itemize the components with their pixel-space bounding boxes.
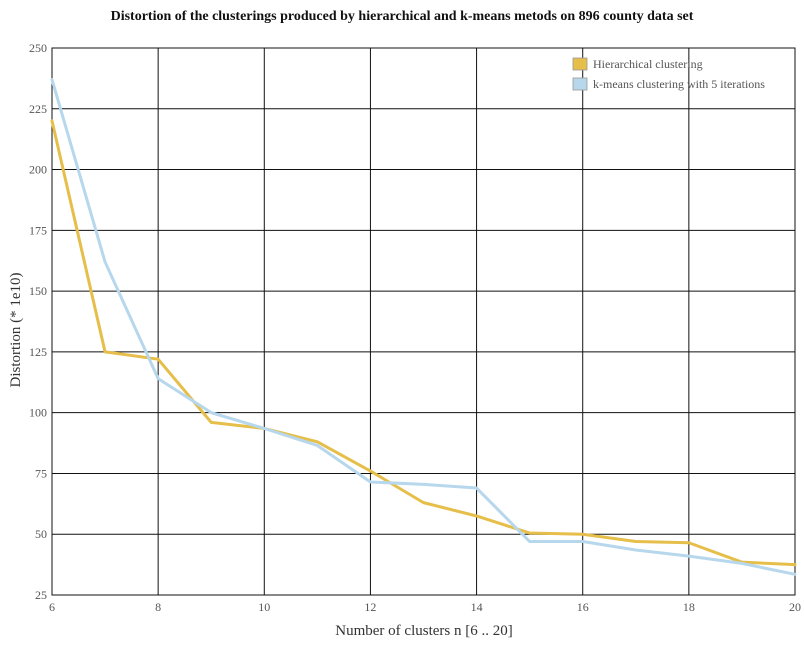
legend-label: k-means clustering with 5 iterations	[593, 77, 765, 91]
x-tick-label: 16	[577, 600, 589, 614]
y-tick-label: 200	[29, 163, 47, 177]
x-tick-label: 18	[683, 600, 695, 614]
tick-labels: 6 8 10 12 14 16 18 20 25 50 75 100 125 150 175 200 225 25…	[29, 41, 801, 614]
legend-swatch	[572, 57, 588, 71]
y-tick-label: 250	[29, 41, 47, 55]
y-axis-label: Distortion (* 1e10)	[8, 273, 24, 388]
x-axis-label: Number of clusters n [6 .. 20]	[335, 623, 512, 639]
grid	[51, 47, 796, 596]
y-tick-label: 175	[29, 223, 47, 237]
x-tick-label: 8	[155, 600, 161, 614]
series-line-1	[50, 119, 797, 567]
y-tick-label: 125	[29, 345, 47, 359]
legend-swatch	[572, 77, 588, 91]
plot-frame	[51, 47, 796, 596]
x-tick-label: 14	[471, 600, 483, 614]
series-layer	[50, 78, 797, 576]
y-tick-label: 150	[29, 284, 47, 298]
x-tick-label: 12	[364, 600, 376, 614]
series-line-2	[50, 78, 797, 576]
x-tick-label: 20	[789, 600, 801, 614]
y-tick-label: 225	[29, 102, 47, 116]
y-tick-label: 100	[29, 406, 47, 420]
y-tick-label: 50	[35, 527, 47, 541]
y-tick-label: 25	[35, 588, 47, 602]
y-tick-label: 75	[35, 466, 47, 480]
legend: Hierarchical clustering k-means clusterin…	[572, 57, 765, 91]
chart-title: Distortion of the clusterings produced b…	[110, 9, 694, 24]
legend-label: Hierarchical clustering	[593, 57, 703, 71]
x-tick-label: 10	[258, 600, 270, 614]
x-tick-label: 6	[49, 600, 55, 614]
